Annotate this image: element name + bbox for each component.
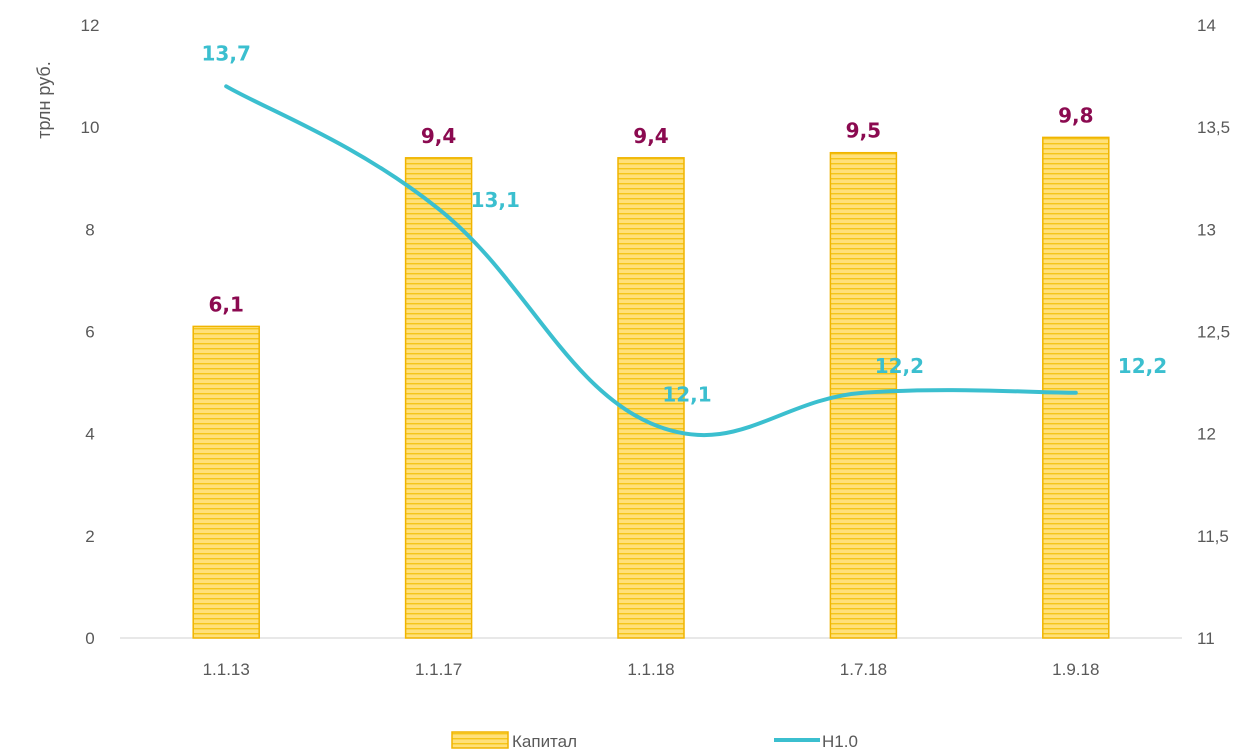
bar [404, 157, 473, 639]
line-data-label: 12,2 [1118, 354, 1167, 378]
line-data-label: 13,1 [471, 188, 520, 212]
bar [1042, 136, 1110, 639]
x-tick-label: 1.1.17 [415, 660, 462, 679]
bar-data-label: 9,4 [633, 124, 668, 148]
legend: Капитал Н1.0 [451, 731, 858, 750]
y2-tick-label: 12 [1197, 425, 1216, 444]
x-tick-label: 1.7.18 [840, 660, 887, 679]
y2-tick-label: 12,5 [1197, 323, 1230, 342]
bar-data-label: 9,8 [1058, 103, 1093, 127]
legend-label-bar: Капитал [512, 732, 577, 750]
bar-series [192, 136, 1110, 639]
bar [617, 157, 685, 639]
legend-label-line: Н1.0 [822, 732, 858, 750]
x-tick-label: 1.1.18 [627, 660, 674, 679]
y-tick-label: 12 [81, 16, 100, 35]
legend-swatch-bar [451, 731, 509, 749]
x-tick-label: 1.1.13 [203, 660, 250, 679]
y-tick-label: 10 [81, 118, 100, 137]
line-data-label: 13,7 [202, 41, 251, 65]
y2-tick-label: 13 [1197, 220, 1216, 239]
y-tick-label: 8 [85, 220, 94, 239]
y2-tick-label: 11,5 [1197, 527, 1229, 546]
bar-data-label: 9,4 [421, 124, 456, 148]
line-data-label: 12,2 [875, 354, 924, 378]
line-data-labels: 13,7 13,1 12,1 12,2 12,2 [202, 41, 1168, 406]
line-data-label: 12,1 [662, 382, 711, 406]
x-tick-label: 1.9.18 [1052, 660, 1099, 679]
y2-tick-label: 11 [1197, 629, 1215, 648]
x-axis-ticks: 1.1.13 1.1.17 1.1.18 1.7.18 1.9.18 [203, 660, 1100, 679]
line-series-h1 [224, 84, 1078, 438]
y-axis-title: трлн руб. [34, 61, 54, 138]
y-tick-label: 4 [85, 425, 94, 444]
y-tick-label: 6 [85, 323, 94, 342]
y2-axis-ticks: 11 11,5 12 12,5 13 13,5 14 [1197, 16, 1230, 648]
y-tick-label: 0 [85, 629, 94, 648]
y-tick-label: 2 [85, 527, 94, 546]
bar-data-label: 6,1 [208, 292, 243, 316]
y2-tick-label: 14 [1197, 16, 1216, 35]
y2-tick-label: 13,5 [1197, 118, 1230, 137]
bar-data-labels: 6,1 9,4 9,4 9,5 9,8 [208, 103, 1093, 316]
y-axis-ticks: 0 2 4 6 8 10 12 [81, 16, 100, 648]
bar-data-label: 9,5 [846, 119, 881, 143]
bar [192, 325, 260, 639]
